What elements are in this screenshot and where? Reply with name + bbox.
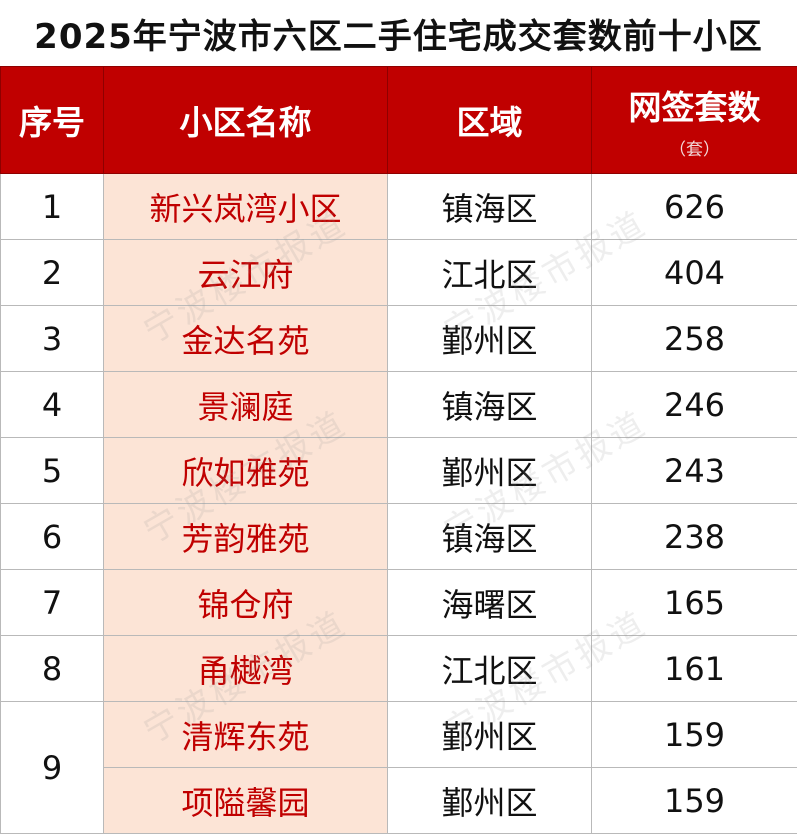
count-cell: 404 — [592, 240, 797, 306]
district-cell: 镇海区 — [388, 504, 592, 570]
rank-cell: 7 — [1, 570, 104, 636]
header-district: 区域 — [388, 67, 592, 174]
table-row: 2 云江府 江北区 404 — [1, 240, 797, 306]
rank-cell: 8 — [1, 636, 104, 702]
rank-cell: 1 — [1, 174, 104, 240]
ranking-table: 序号 小区名称 区域 网签套数 （套） 1 新兴岚湾小区 镇海区 626 2 云… — [0, 66, 797, 834]
header-index: 序号 — [1, 67, 104, 174]
community-name-cell: 景澜庭 — [104, 372, 388, 438]
community-name-cell: 清辉东苑 — [104, 702, 388, 768]
rank-cell: 2 — [1, 240, 104, 306]
table-row: 9 清辉东苑 鄞州区 159 — [1, 702, 797, 768]
community-name-cell: 金达名苑 — [104, 306, 388, 372]
count-cell: 161 — [592, 636, 797, 702]
table-row: 6 芳韵雅苑 镇海区 238 — [1, 504, 797, 570]
header-count: 网签套数 （套） — [592, 67, 797, 174]
count-cell: 238 — [592, 504, 797, 570]
district-cell: 江北区 — [388, 240, 592, 306]
community-name-cell: 项隘馨园 — [104, 768, 388, 834]
table-header-row: 序号 小区名称 区域 网签套数 （套） — [1, 67, 797, 174]
district-cell: 鄞州区 — [388, 438, 592, 504]
header-count-label: 网签套数 — [629, 88, 761, 127]
count-cell: 626 — [592, 174, 797, 240]
district-cell: 镇海区 — [388, 372, 592, 438]
district-cell: 鄞州区 — [388, 768, 592, 834]
community-name-cell: 云江府 — [104, 240, 388, 306]
district-cell: 镇海区 — [388, 174, 592, 240]
table-row: 1 新兴岚湾小区 镇海区 626 — [1, 174, 797, 240]
community-name-cell: 芳韵雅苑 — [104, 504, 388, 570]
count-cell: 258 — [592, 306, 797, 372]
count-cell: 165 — [592, 570, 797, 636]
header-name: 小区名称 — [104, 67, 388, 174]
community-name-cell: 锦仓府 — [104, 570, 388, 636]
community-name-cell: 新兴岚湾小区 — [104, 174, 388, 240]
count-cell: 243 — [592, 438, 797, 504]
district-cell: 鄞州区 — [388, 306, 592, 372]
table-row: 8 甬樾湾 江北区 161 — [1, 636, 797, 702]
district-cell: 海曙区 — [388, 570, 592, 636]
table-row: 3 金达名苑 鄞州区 258 — [1, 306, 797, 372]
district-cell: 鄞州区 — [388, 702, 592, 768]
page-title: 2025年宁波市六区二手住宅成交套数前十小区 — [0, 0, 797, 66]
rank-cell: 6 — [1, 504, 104, 570]
header-count-unit: （套） — [592, 135, 797, 160]
rank-cell: 4 — [1, 372, 104, 438]
rank-cell: 3 — [1, 306, 104, 372]
district-cell: 江北区 — [388, 636, 592, 702]
table-row: 7 锦仓府 海曙区 165 — [1, 570, 797, 636]
rank-cell: 5 — [1, 438, 104, 504]
count-cell: 159 — [592, 768, 797, 834]
community-name-cell: 欣如雅苑 — [104, 438, 388, 504]
count-cell: 159 — [592, 702, 797, 768]
table-row: 5 欣如雅苑 鄞州区 243 — [1, 438, 797, 504]
community-name-cell: 甬樾湾 — [104, 636, 388, 702]
count-cell: 246 — [592, 372, 797, 438]
rank-cell: 9 — [1, 702, 104, 834]
table-row: 项隘馨园 鄞州区 159 — [1, 768, 797, 834]
table-row: 4 景澜庭 镇海区 246 — [1, 372, 797, 438]
